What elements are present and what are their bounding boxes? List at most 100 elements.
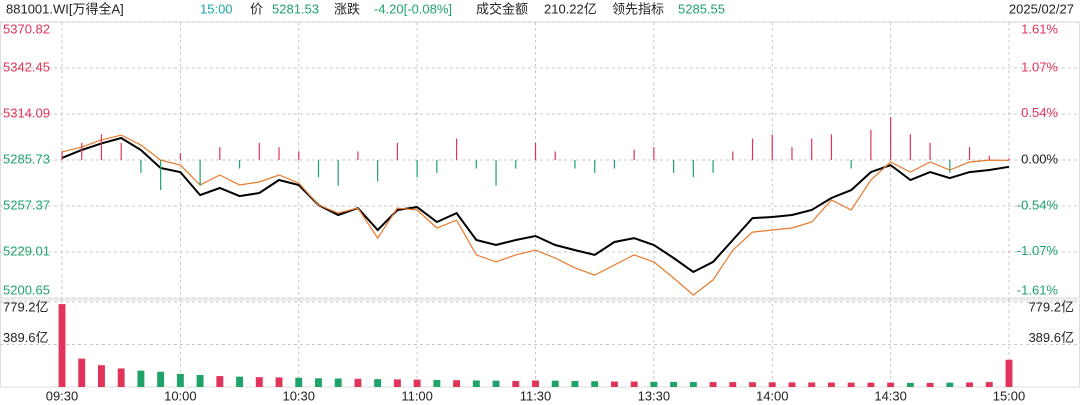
diff-bar bbox=[337, 160, 339, 186]
y-tick-label: 389.6亿 bbox=[3, 330, 49, 345]
x-tick-label: 10:00 bbox=[164, 388, 197, 403]
diff-bar bbox=[120, 142, 122, 160]
diff-bar bbox=[1008, 158, 1010, 160]
volume-bar bbox=[650, 381, 658, 387]
diff-bar bbox=[830, 134, 833, 160]
x-tick-label: 11:30 bbox=[520, 388, 552, 403]
volume-bar bbox=[512, 381, 520, 387]
volume-bar bbox=[670, 381, 678, 387]
volume-bar bbox=[591, 381, 599, 387]
volume-bar bbox=[58, 304, 66, 387]
diff-bar bbox=[278, 147, 280, 160]
volume-bar bbox=[906, 382, 914, 387]
diff-bar bbox=[317, 160, 320, 178]
volume-bar bbox=[315, 378, 322, 387]
diff-bar bbox=[495, 160, 497, 186]
diff-bar bbox=[61, 151, 63, 160]
amount-label: 成交金额 bbox=[476, 1, 528, 16]
diff-bar bbox=[377, 160, 379, 182]
y-tick-label: 5200.65 bbox=[3, 282, 50, 297]
header: 881001.WI[万得全A] 15:00 价 5281.53 涨跌 -4.20… bbox=[6, 1, 1074, 16]
diff-bar bbox=[199, 160, 201, 186]
volume-bar bbox=[216, 376, 224, 387]
volume-bar bbox=[729, 382, 737, 387]
amount: 210.22亿 bbox=[544, 1, 597, 16]
diff-bar bbox=[475, 160, 477, 169]
price-line bbox=[61, 136, 1010, 274]
diff-bar bbox=[594, 160, 596, 173]
lead: 5285.55 bbox=[678, 1, 725, 16]
y-tick-label: 779.2亿 bbox=[1028, 299, 1074, 314]
diff-bar bbox=[298, 151, 300, 160]
y2-tick-label: -1.61% bbox=[1017, 282, 1059, 297]
diff-bar bbox=[870, 130, 872, 160]
volume-bar bbox=[433, 379, 441, 387]
volume-bar bbox=[610, 381, 618, 387]
y-tick-label: 5285.73 bbox=[3, 151, 50, 166]
volume-bar bbox=[808, 382, 816, 387]
y-tick-label: 5370.82 bbox=[3, 21, 50, 36]
volume-bar bbox=[236, 376, 244, 387]
y2-tick-label: 1.07% bbox=[1021, 60, 1058, 75]
diff-bar bbox=[81, 142, 83, 160]
diff-bar bbox=[613, 160, 616, 169]
diff-bar bbox=[416, 160, 418, 178]
diff-bar bbox=[771, 134, 773, 160]
volume-bar bbox=[255, 377, 263, 387]
volume-bar bbox=[157, 371, 165, 387]
x-tick-label: 11:00 bbox=[401, 388, 433, 403]
volume-bar bbox=[1005, 359, 1013, 387]
y2-tick-label: -1.07% bbox=[1017, 243, 1059, 258]
volume-bar bbox=[295, 377, 303, 387]
diff-bar bbox=[396, 142, 398, 160]
change: -4.20[-0.08%] bbox=[374, 1, 452, 16]
volume-bar bbox=[985, 382, 993, 387]
y2-tick-label: 0.54% bbox=[1021, 105, 1058, 120]
diff-bar bbox=[179, 153, 181, 160]
diff-bar bbox=[811, 138, 813, 160]
diff-bar bbox=[219, 147, 221, 160]
y-tick-label: 779.2亿 bbox=[3, 299, 49, 314]
diff-bar bbox=[791, 147, 793, 160]
diff-bar bbox=[258, 142, 260, 160]
volume-bar bbox=[472, 380, 480, 387]
diff-bar bbox=[890, 117, 892, 160]
volume-bar bbox=[393, 379, 401, 387]
diff-bar bbox=[100, 134, 103, 160]
diff-bar bbox=[673, 160, 675, 173]
volume-bar bbox=[334, 378, 342, 387]
y2-tick-label: 1.61% bbox=[1021, 21, 1058, 36]
volume-bar bbox=[946, 382, 954, 387]
price-line bbox=[61, 134, 1010, 296]
diff-bar bbox=[653, 147, 655, 160]
diff-bar bbox=[436, 160, 438, 173]
volume-bar bbox=[98, 365, 105, 387]
volume-bar bbox=[275, 377, 283, 387]
volume-bar bbox=[176, 373, 184, 387]
diff-bar bbox=[909, 134, 911, 160]
diff-bar bbox=[751, 138, 754, 160]
diff-bar bbox=[140, 160, 142, 173]
diff-bar bbox=[357, 151, 359, 160]
diff-bar bbox=[633, 149, 635, 160]
diff-bar bbox=[929, 142, 931, 160]
lead-label: 领先指标 bbox=[612, 1, 664, 16]
volume-bar bbox=[374, 379, 382, 387]
y-tick-label: 5229.01 bbox=[3, 243, 50, 258]
x-tick-label: 09:30 bbox=[46, 388, 79, 403]
volume-bar bbox=[532, 380, 539, 387]
x-tick-label: 14:30 bbox=[874, 388, 907, 403]
y-tick-label: 5257.37 bbox=[3, 197, 50, 212]
diff-bar bbox=[455, 138, 458, 160]
volume-bar bbox=[768, 382, 776, 387]
volume-bar bbox=[551, 380, 559, 387]
y-tick-label: 5314.09 bbox=[3, 105, 50, 120]
volume-bar bbox=[571, 381, 579, 387]
diff-bar bbox=[160, 160, 162, 190]
diff-bar bbox=[949, 160, 951, 173]
change-label: 涨跌 bbox=[334, 1, 360, 16]
volume-bar bbox=[196, 375, 204, 387]
volume-bar bbox=[453, 380, 461, 387]
y2-tick-label: 0.00% bbox=[1021, 151, 1058, 166]
